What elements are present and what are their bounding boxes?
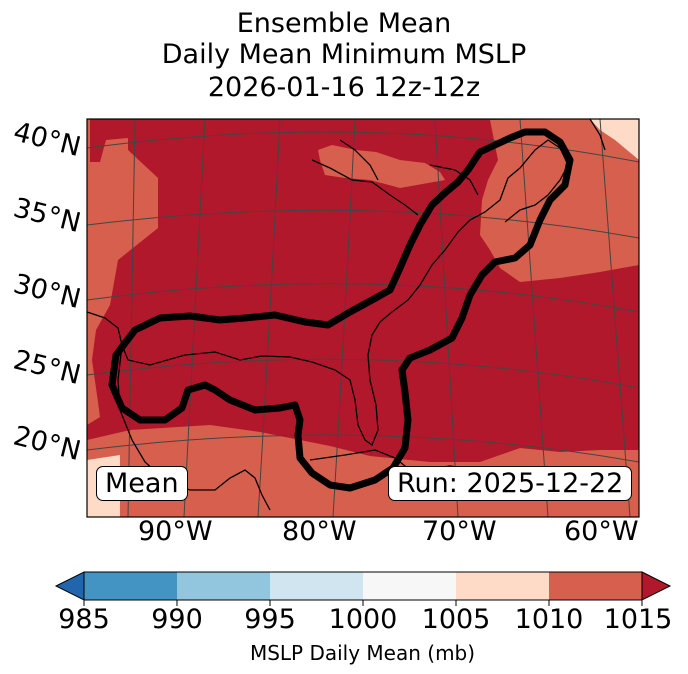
colorbar-seg-985-990 [84, 572, 177, 600]
field-1010-1015-north [318, 145, 445, 188]
colorbar-over-arrow [641, 571, 672, 601]
colorbar-seg-1005-1010 [456, 572, 549, 600]
field-1010-1015-west [87, 119, 158, 425]
pressure-contour [108, 128, 574, 492]
field-1005-1010-northeast [590, 119, 639, 160]
colorbar-tick-1005: 1005 [421, 604, 491, 635]
field-1010-1015-northeast [480, 119, 639, 282]
colorbar-tick-1010: 1010 [514, 604, 584, 635]
colorbar-seg-990-995 [177, 572, 270, 600]
lon-label-80w: 80°W [282, 516, 357, 547]
lon-label-70w: 70°W [422, 516, 497, 547]
title-line-1: Ensemble Mean [236, 8, 452, 39]
colorbar-seg-995-1000 [270, 572, 363, 600]
map-frame [86, 118, 640, 518]
colorbar-label: MSLP Daily Mean (mb) [249, 641, 476, 665]
run-date-box: Run: 2025-12-22 [388, 466, 633, 501]
graticule-parallels [87, 131, 639, 463]
colorbar-tick-985: 985 [58, 604, 110, 635]
colorbar-tick-1015: 1015 [603, 604, 673, 635]
colorbar-tick-990: 990 [151, 604, 203, 635]
colorbar-tick-1000: 1000 [328, 604, 398, 635]
title-line-3: 2026-01-16 12z-12z [207, 72, 481, 103]
colorbar-tick-995: 995 [244, 604, 296, 635]
map-content [87, 119, 639, 517]
colorbar-under-arrow [54, 571, 85, 601]
colorbar-seg-1000-1005 [363, 572, 456, 600]
colorbar [54, 571, 672, 606]
lon-label-60w: 60°W [564, 516, 639, 547]
colorbar-seg-1010-1015 [549, 572, 642, 600]
mean-label-box: Mean [96, 466, 188, 501]
title-line-2: Daily Mean Minimum MSLP [161, 39, 527, 70]
lon-label-90w: 90°W [138, 516, 213, 547]
